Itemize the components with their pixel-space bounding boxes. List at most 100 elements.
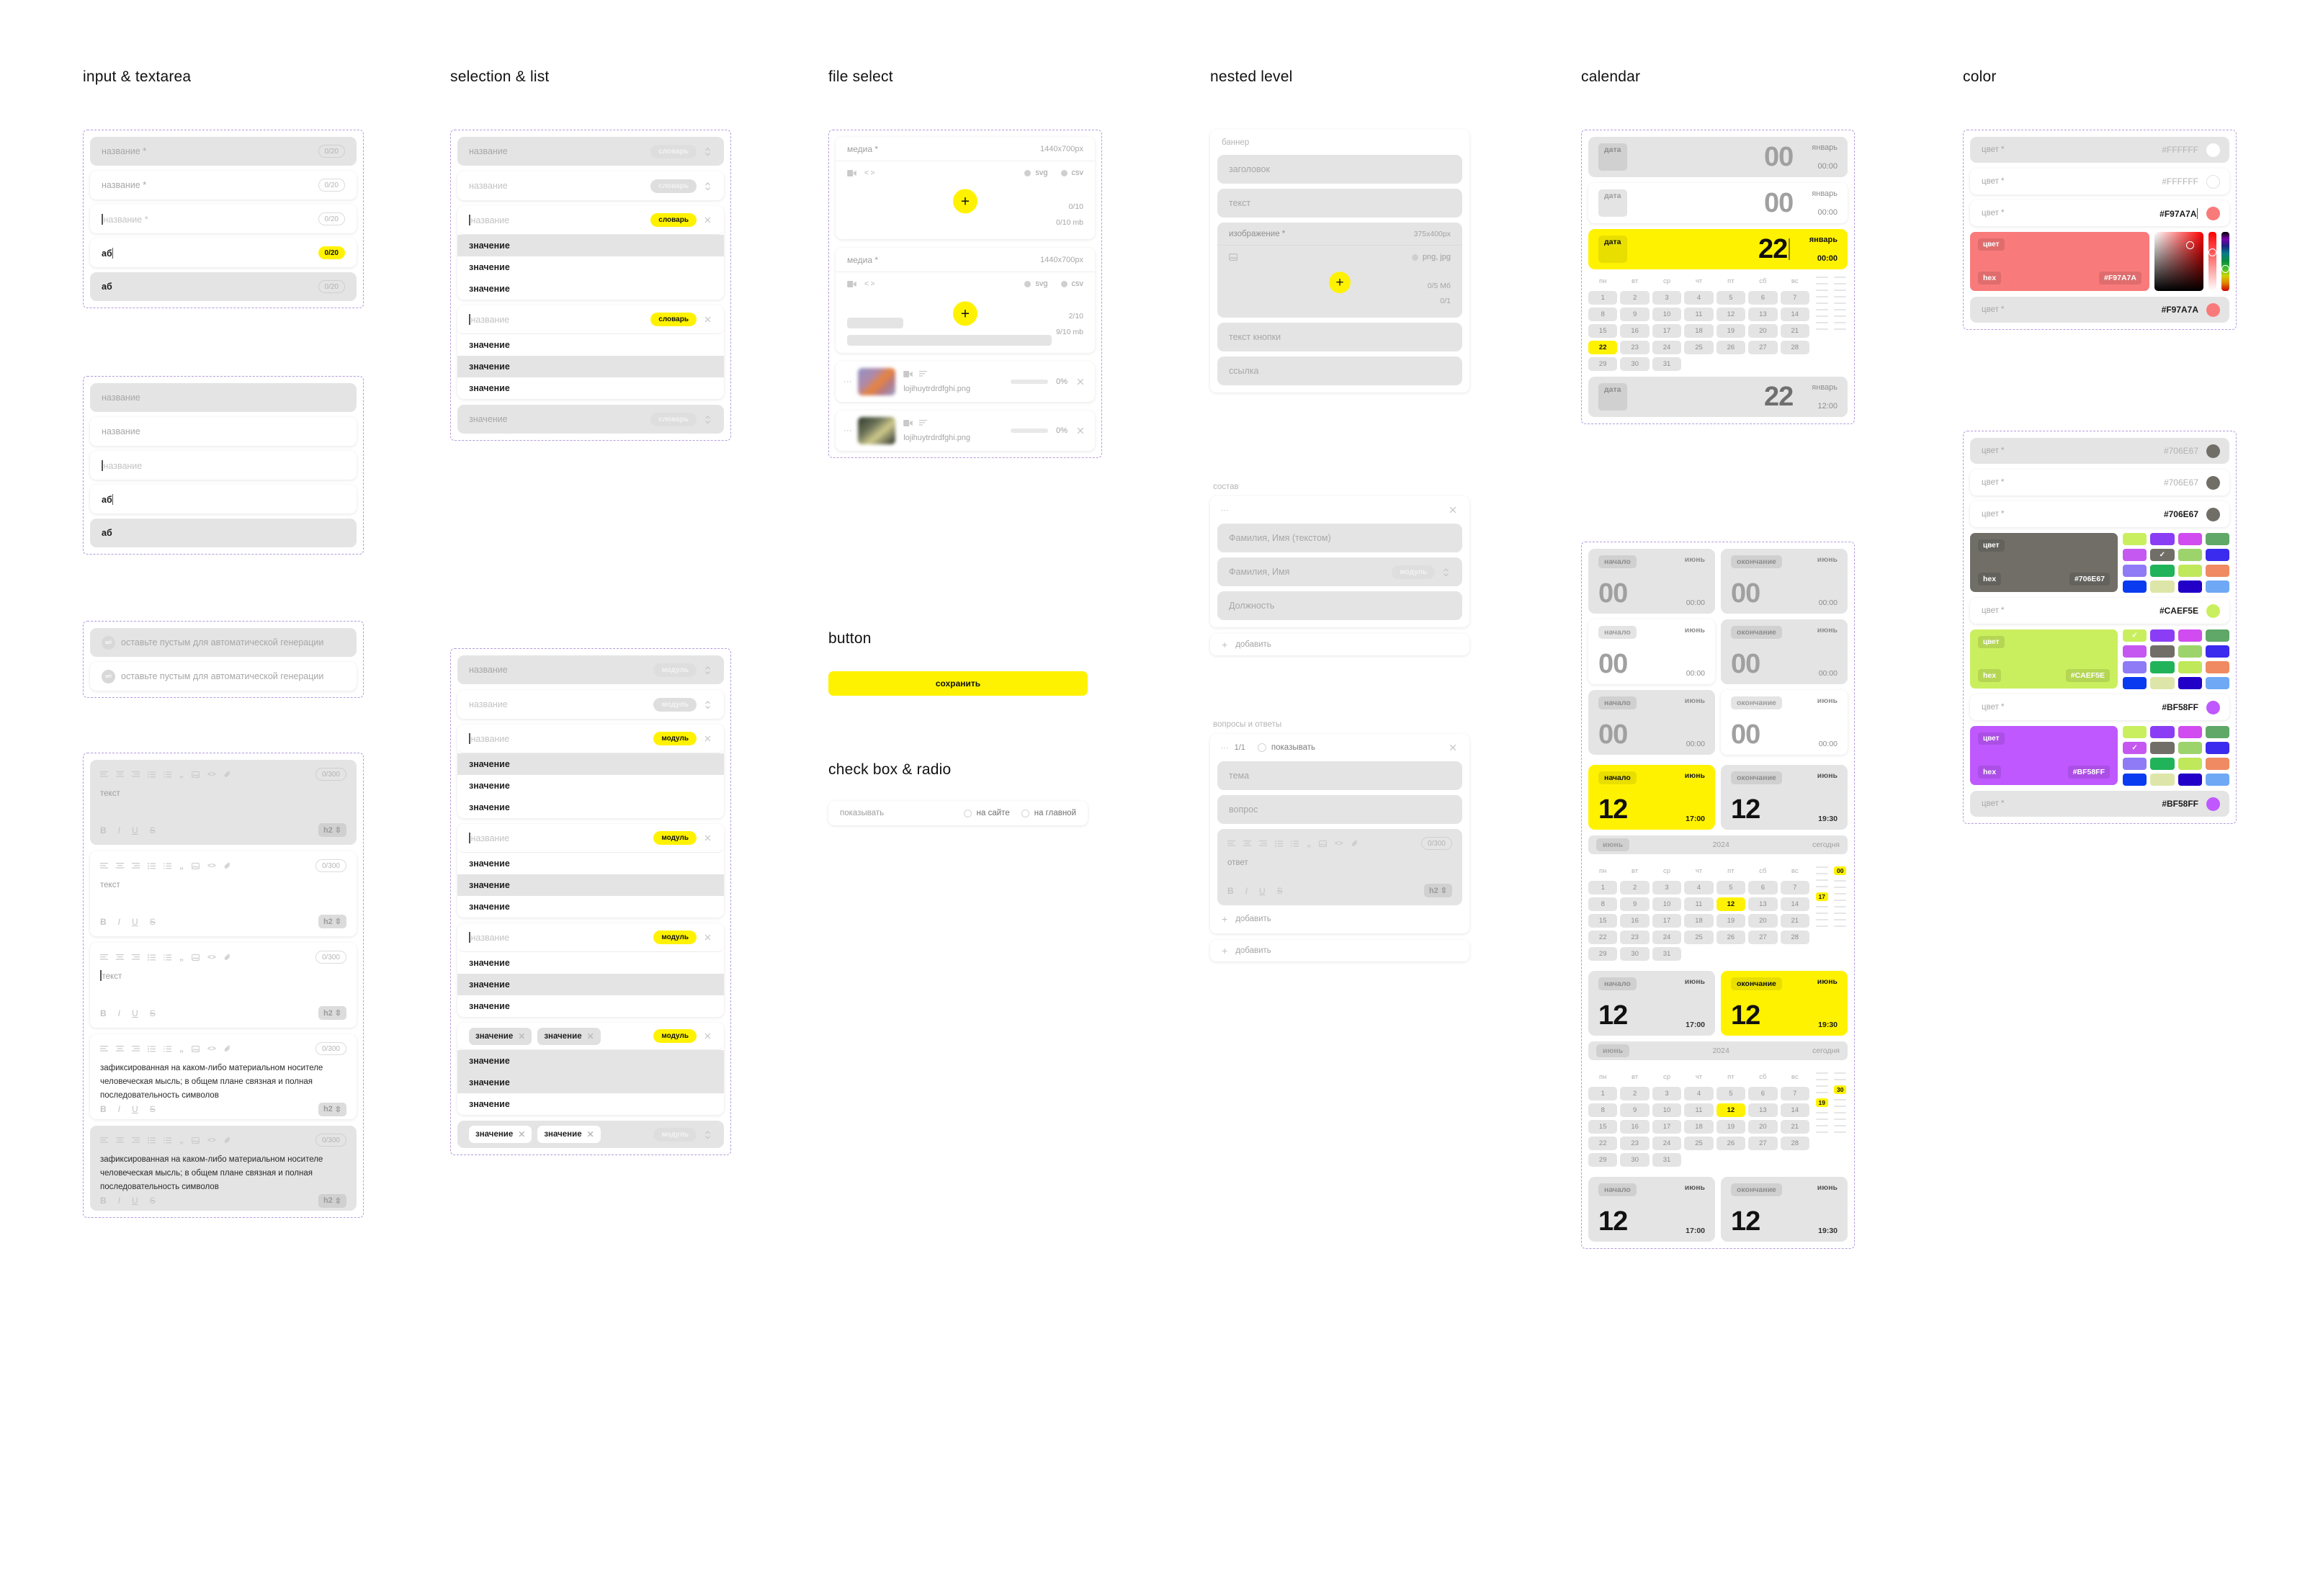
palette-swatch[interactable]: [2178, 758, 2202, 770]
saturation-knob[interactable]: [2186, 241, 2194, 249]
close-icon[interactable]: [702, 735, 712, 743]
input-row-disabled[interactable]: название * 0/20: [90, 137, 357, 166]
time-scroller[interactable]: 19 30: [1814, 1071, 1848, 1167]
close-icon[interactable]: [702, 933, 712, 941]
time-tick[interactable]: [1815, 879, 1828, 881]
color-row-default[interactable]: цвет * #BF58FF: [1970, 694, 2229, 720]
date-card-footer[interactable]: дата 22 январь 12:00: [1588, 377, 1848, 417]
alpha-knob[interactable]: [2208, 248, 2216, 256]
time-tick[interactable]: [1834, 1118, 1847, 1121]
hour-column[interactable]: 19: [1814, 1072, 1830, 1167]
color-swatch[interactable]: [2206, 475, 2220, 490]
textarea-content[interactable]: зафиксированная на каком-либо материальн…: [100, 1155, 323, 1191]
palette-swatch[interactable]: [2205, 565, 2229, 577]
format-option-csv[interactable]: csv: [1060, 169, 1083, 177]
color-row-filled-disabled[interactable]: цвет * #BF58FF: [1970, 791, 2229, 817]
calendar-day[interactable]: 31: [1652, 1153, 1682, 1167]
palette-swatch[interactable]: [2178, 742, 2202, 754]
add-faq-item-button[interactable]: + добавить: [1217, 910, 1462, 926]
select-row-focused[interactable]: название модуль: [457, 923, 724, 952]
calendar-day[interactable]: 1: [1588, 291, 1618, 305]
textarea-default[interactable]: „ <> 0/300 текст B I U S h2 ⇳: [90, 851, 357, 936]
close-icon[interactable]: [702, 1032, 712, 1040]
bold-icon[interactable]: B: [100, 1104, 107, 1115]
heading-select[interactable]: h2 ⇳: [1423, 884, 1452, 897]
calendar-day[interactable]: 22: [1588, 1137, 1618, 1150]
add-file-button[interactable]: +: [953, 189, 977, 214]
calendar-day[interactable]: 29: [1588, 1153, 1618, 1167]
code-icon[interactable]: < >: [864, 279, 875, 288]
radio-icon[interactable]: [963, 809, 972, 817]
textarea-content[interactable]: текст: [100, 789, 120, 798]
calendar-day[interactable]: 18: [1684, 324, 1714, 338]
add-faq-button[interactable]: + добавить: [1210, 940, 1469, 961]
palette-swatch[interactable]: [2178, 565, 2202, 577]
code-icon[interactable]: <>: [207, 1044, 216, 1053]
calendar-day[interactable]: 28: [1780, 341, 1809, 354]
staff-name-select[interactable]: Фамилия, Имя модуль: [1217, 557, 1462, 586]
range-end-card[interactable]: окончание июнь 00 00:00: [1721, 549, 1848, 614]
italic-icon[interactable]: I: [117, 1104, 121, 1115]
range-start-card[interactable]: начало июнь 00 00:00: [1588, 619, 1715, 684]
select-row-chips-disabled[interactable]: значение ✕ значение ✕ модуль: [457, 1121, 724, 1148]
palette-swatch[interactable]: [2205, 580, 2229, 593]
chip[interactable]: значение ✕: [537, 1126, 601, 1143]
palette-swatch[interactable]: [2150, 742, 2175, 754]
date-card-active[interactable]: дата 22 январь 00:00: [1588, 229, 1848, 269]
calendar-day[interactable]: 4: [1684, 881, 1714, 895]
time-tick[interactable]: [1815, 886, 1828, 887]
chevron-updown-icon[interactable]: [702, 415, 712, 424]
time-tick[interactable]: [1815, 328, 1828, 330]
list-item[interactable]: значение: [457, 775, 724, 797]
palette-swatch[interactable]: [2178, 726, 2202, 738]
palette-swatch[interactable]: [2123, 726, 2147, 738]
today-button[interactable]: сегодня: [1812, 840, 1840, 849]
time-tick[interactable]: [1834, 322, 1847, 323]
palette-swatch[interactable]: [2150, 774, 2175, 786]
format-option-svg[interactable]: svg: [1024, 279, 1048, 288]
palette-swatch[interactable]: [2178, 629, 2202, 642]
calendar-day[interactable]: 3: [1652, 1087, 1682, 1100]
palette-swatch[interactable]: [2150, 629, 2175, 642]
palette-swatch[interactable]: [2205, 774, 2229, 786]
palette-swatch[interactable]: [2123, 533, 2147, 545]
textarea-disabled[interactable]: „ <> 0/300 текст B I U S h2 ⇳: [90, 760, 357, 845]
time-tick[interactable]: [1815, 1112, 1828, 1114]
time-tick[interactable]: [1834, 1079, 1847, 1080]
calendar-day[interactable]: 16: [1620, 324, 1650, 338]
heading-select[interactable]: h2 ⇳: [318, 915, 346, 928]
palette-swatch[interactable]: [2205, 758, 2229, 770]
textarea-content[interactable]: текст: [100, 881, 120, 889]
bold-icon[interactable]: B: [100, 825, 107, 835]
hour-value[interactable]: 19: [1815, 1098, 1828, 1108]
calendar-day[interactable]: 7: [1780, 1087, 1809, 1100]
saturation-square[interactable]: [2154, 232, 2203, 291]
calendar-day[interactable]: 28: [1780, 1137, 1809, 1150]
palette-swatch[interactable]: [2150, 565, 2175, 577]
heading-select[interactable]: h2 ⇳: [318, 1006, 346, 1020]
underline-icon[interactable]: U: [132, 1104, 138, 1115]
italic-icon[interactable]: I: [117, 1196, 121, 1206]
minute-column[interactable]: 00: [1833, 866, 1848, 961]
time-tick[interactable]: [1834, 1112, 1847, 1114]
calendar-day[interactable]: 9: [1620, 897, 1650, 911]
calendar-day[interactable]: 9: [1620, 308, 1650, 321]
month-chip[interactable]: июнь: [1596, 838, 1630, 851]
banner-button-text-input[interactable]: текст кнопки: [1217, 323, 1462, 351]
strikethrough-icon[interactable]: S: [149, 825, 156, 835]
color-row-default[interactable]: цвет * #706E67: [1970, 501, 2229, 527]
time-tick[interactable]: [1815, 1125, 1828, 1127]
color-row-disabled[interactable]: цвет * #FFFFFF: [1970, 137, 2229, 163]
banner-heading-input[interactable]: заголовок: [1217, 155, 1462, 184]
range-end-card[interactable]: окончание июнь 00 00:00: [1721, 690, 1848, 755]
time-tick[interactable]: [1815, 913, 1828, 915]
time-tick[interactable]: [1834, 290, 1847, 291]
picker-preview[interactable]: цвет hex #706E67: [1970, 533, 2118, 592]
calendar-day[interactable]: 6: [1748, 291, 1778, 305]
palette-swatch[interactable]: [2178, 533, 2202, 545]
list-item[interactable]: значение: [457, 753, 724, 775]
input-row-disabled[interactable]: название: [90, 383, 357, 412]
italic-icon[interactable]: I: [117, 1008, 121, 1018]
color-swatch[interactable]: [2206, 700, 2220, 714]
textarea-content[interactable]: текст: [100, 964, 346, 1006]
